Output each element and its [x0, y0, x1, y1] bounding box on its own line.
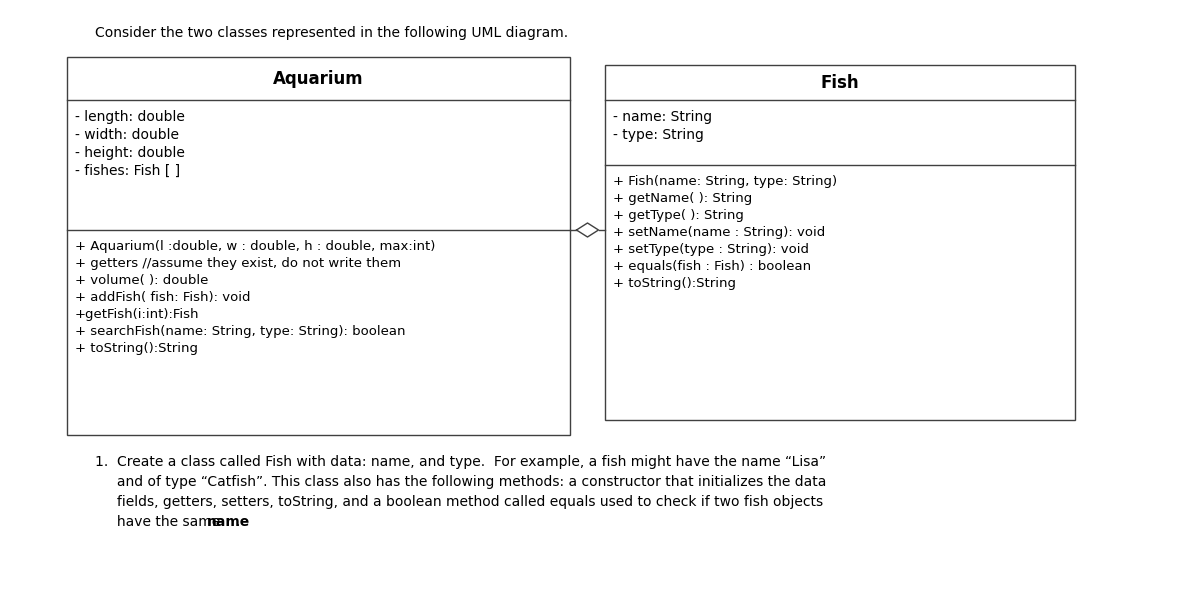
Text: + Fish(name: String, type: String): + Fish(name: String, type: String) [613, 175, 838, 188]
Text: + Aquarium(l :double, w : double, h : double, max:int): + Aquarium(l :double, w : double, h : do… [74, 240, 436, 253]
Polygon shape [576, 223, 599, 237]
Text: +getFish(i:int):Fish: +getFish(i:int):Fish [74, 308, 199, 321]
Text: - height: double: - height: double [74, 146, 185, 160]
Text: - width: double: - width: double [74, 128, 179, 142]
Text: - type: String: - type: String [613, 128, 704, 142]
Text: + toString():String: + toString():String [74, 342, 198, 355]
Text: + volume( ): double: + volume( ): double [74, 274, 209, 287]
Bar [67, 57, 570, 435]
Text: + setType(type : String): void: + setType(type : String): void [613, 243, 809, 256]
Text: .: . [235, 515, 240, 529]
Text: name: name [208, 515, 251, 529]
Text: - length: double: - length: double [74, 110, 185, 124]
Text: - name: String: - name: String [613, 110, 712, 124]
Text: Fish: Fish [821, 73, 859, 91]
Text: have the same: have the same [95, 515, 224, 529]
Text: + getters //assume they exist, do not write them: + getters //assume they exist, do not wr… [74, 257, 401, 270]
Text: Consider the two classes represented in the following UML diagram.: Consider the two classes represented in … [95, 26, 568, 40]
Text: + equals(fish : Fish) : boolean: + equals(fish : Fish) : boolean [613, 260, 811, 273]
Bar [605, 65, 1075, 420]
Text: + addFish( fish: Fish): void: + addFish( fish: Fish): void [74, 291, 251, 304]
Text: + toString():String: + toString():String [613, 277, 736, 290]
Text: fields, getters, setters, toString, and a boolean method called equals used to c: fields, getters, setters, toString, and … [95, 495, 823, 509]
Text: and of type “Catfish”. This class also has the following methods: a constructor : and of type “Catfish”. This class also h… [95, 475, 827, 489]
Text: + getName( ): String: + getName( ): String [613, 192, 752, 205]
Text: - fishes: Fish [ ]: - fishes: Fish [ ] [74, 164, 180, 178]
Text: + getType( ): String: + getType( ): String [613, 209, 744, 222]
Text: + searchFish(name: String, type: String): boolean: + searchFish(name: String, type: String)… [74, 325, 406, 338]
Text: + setName(name : String): void: + setName(name : String): void [613, 226, 826, 239]
Text: 1.  Create a class called Fish with data: name, and type.  For example, a fish m: 1. Create a class called Fish with data:… [95, 455, 826, 469]
Text: Aquarium: Aquarium [274, 70, 364, 88]
